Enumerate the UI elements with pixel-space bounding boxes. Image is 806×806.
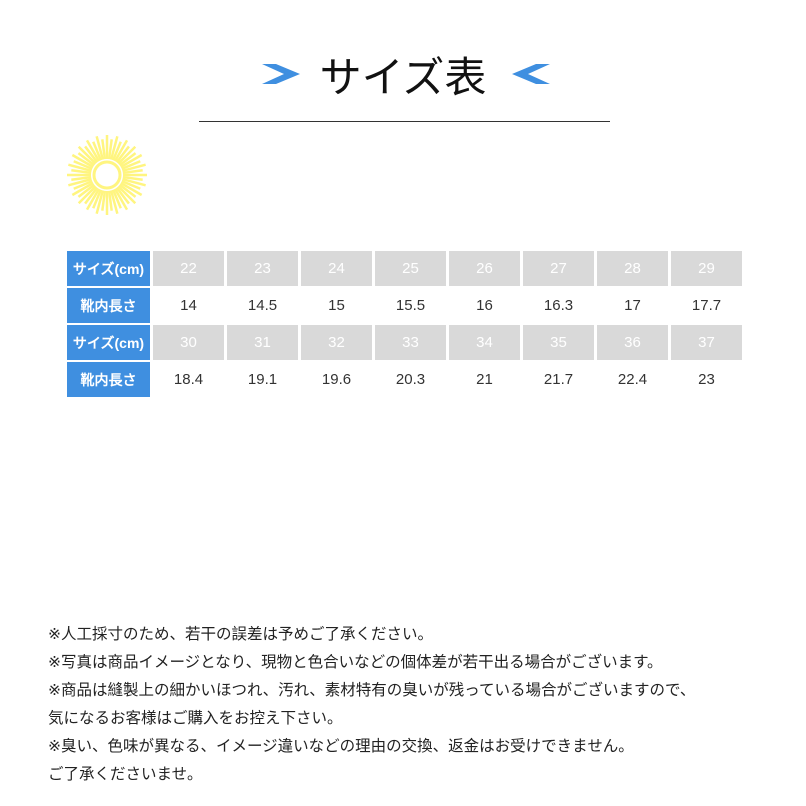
table-cell: 35 — [523, 325, 594, 360]
size-table: サイズ(cm) 22 23 24 25 26 27 28 29 靴内長さ 14 14.5 15 15.5 1… — [64, 249, 745, 399]
table-cell: 33 — [375, 325, 446, 360]
row-header: 靴内長さ — [67, 362, 150, 397]
notes: ※人工採寸のため、若干の誤差は予めご了承ください。 ※写真は商品イメージとなり、現… — [48, 620, 695, 788]
size-row: サイズ(cm) 22 23 24 25 26 27 28 29 — [67, 251, 742, 286]
sunburst-icon — [67, 135, 147, 215]
chevron-right-icon — [262, 64, 300, 84]
table-cell: 15.5 — [395, 297, 426, 314]
table-cell: 18.4 — [173, 371, 204, 388]
table-cell: 17.7 — [691, 297, 722, 314]
table-cell: 30 — [153, 325, 224, 360]
length-row: 靴内長さ 18.4 19.1 19.6 20.3 21 21.7 22.4 23 — [67, 362, 742, 397]
table-cell: 27 — [523, 251, 594, 286]
note-line: 気になるお客様はご購入をお控え下さい。 — [48, 709, 343, 727]
table-cell: 28 — [597, 251, 668, 286]
row-header: サイズ(cm) — [67, 251, 150, 286]
size-row: サイズ(cm) 30 31 32 33 34 35 36 37 — [67, 325, 742, 360]
row-header: サイズ(cm) — [67, 325, 150, 360]
table-cell: 16 — [476, 297, 493, 314]
table-cell: 21 — [476, 371, 493, 388]
row-header: 靴内長さ — [67, 288, 150, 323]
table-cell: 14.5 — [247, 297, 278, 314]
table-cell: 19.1 — [247, 371, 278, 388]
table-cell: 21.7 — [543, 371, 574, 388]
table-cell: 22.4 — [617, 371, 648, 388]
table-cell: 32 — [301, 325, 372, 360]
table-cell: 36 — [597, 325, 668, 360]
table-cell: 14 — [180, 297, 197, 314]
table-cell: 20.3 — [395, 371, 426, 388]
table-cell: 31 — [227, 325, 298, 360]
note-line: ※臭い、色味が異なる、イメージ違いなどの理由の交換、返金はお受けできません。 — [48, 737, 634, 755]
table-cell: 17 — [624, 297, 641, 314]
chevron-left-icon — [512, 64, 550, 84]
table-cell: 16.3 — [543, 297, 574, 314]
table-cell: 23 — [227, 251, 298, 286]
note-line: ご了承くださいませ。 — [48, 765, 203, 783]
note-line: ※写真は商品イメージとなり、現物と色合いなどの個体差が若干出る場合がございます。 — [48, 653, 663, 671]
table-cell: 37 — [671, 325, 742, 360]
note-line: ※商品は縫製上の細かいほつれ、汚れ、素材特有の臭いが残っている場合がございますの… — [48, 681, 696, 699]
table-cell: 25 — [375, 251, 446, 286]
table-cell: 23 — [698, 371, 715, 388]
table-cell: 26 — [449, 251, 520, 286]
table-cell: 22 — [153, 251, 224, 286]
table-cell: 24 — [301, 251, 372, 286]
length-row: 靴内長さ 14 14.5 15 15.5 16 16.3 17 17.7 — [67, 288, 742, 323]
title-divider — [199, 121, 610, 122]
note-line: ※人工採寸のため、若干の誤差は予めご了承ください。 — [48, 625, 433, 643]
table-cell: 15 — [328, 297, 345, 314]
table-cell: 29 — [671, 251, 742, 286]
table-cell: 34 — [449, 325, 520, 360]
table-cell: 19.6 — [321, 371, 352, 388]
page-title: サイズ表 — [319, 53, 487, 102]
